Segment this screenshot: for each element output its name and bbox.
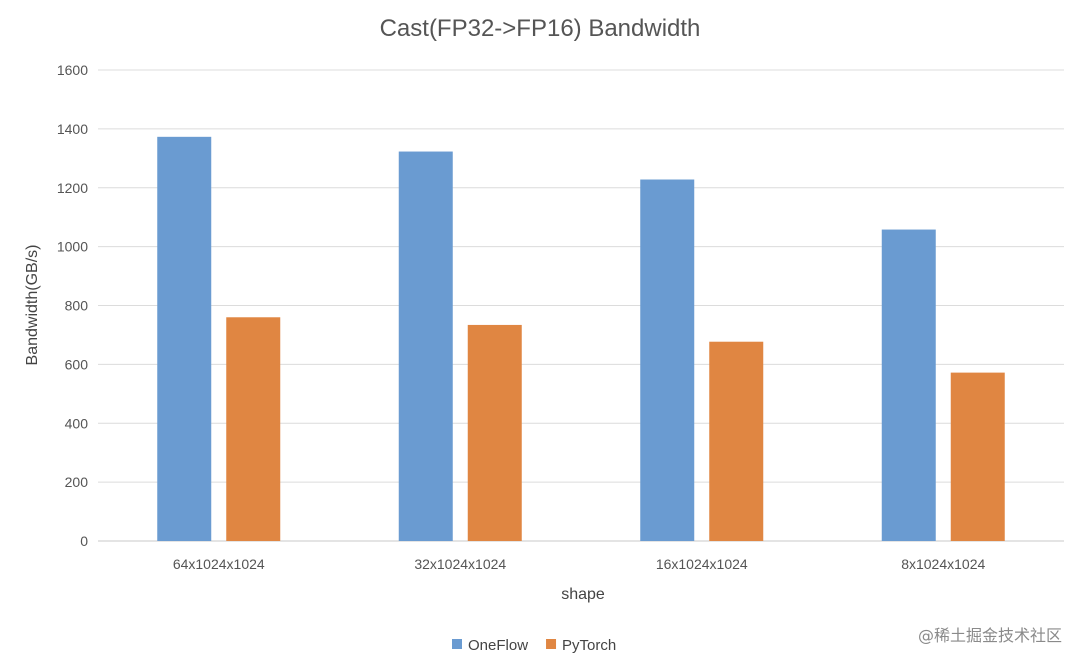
bar-oneflow-32x1024x1024 (398, 151, 453, 541)
x-tick-label: 64x1024x1024 (173, 556, 265, 572)
bar-oneflow-8x1024x1024 (881, 229, 936, 541)
y-tick-label: 800 (65, 298, 89, 314)
bars (157, 136, 1005, 541)
x-axis-label: shape (561, 586, 605, 603)
y-tick-label: 600 (65, 356, 89, 372)
x-tick-label: 16x1024x1024 (656, 556, 748, 572)
y-tick-label: 1200 (57, 180, 88, 196)
y-tick-label: 1000 (57, 239, 88, 255)
bar-pytorch-16x1024x1024 (709, 341, 764, 541)
x-tick-label: 32x1024x1024 (414, 556, 506, 572)
y-axis-label: Bandwidth(GB/s) (24, 245, 41, 366)
y-tick-label: 1400 (57, 121, 88, 137)
bar-pytorch-64x1024x1024 (226, 317, 281, 541)
legend-swatch-oneflow (452, 639, 462, 649)
x-axis-ticks: 64x1024x1024 32x1024x1024 16x1024x1024 8x10… (173, 556, 986, 572)
y-tick-label: 0 (80, 533, 88, 549)
legend-label-oneflow: OneFlow (468, 637, 528, 654)
chart-title: Cast(FP32->FP16) Bandwidth (380, 15, 701, 42)
y-tick-label: 1600 (57, 62, 88, 78)
bar-oneflow-16x1024x1024 (640, 179, 695, 541)
bar-pytorch-8x1024x1024 (950, 372, 1005, 541)
y-tick-label: 400 (65, 415, 89, 431)
y-axis-ticks: 0 200 400 600 800 1000 1200 1400 1600 (57, 62, 88, 549)
legend-label-pytorch: PyTorch (562, 637, 616, 654)
legend-swatch-pytorch (546, 639, 557, 649)
bar-oneflow-64x1024x1024 (157, 136, 212, 541)
legend: OneFlow PyTorch (452, 637, 616, 654)
x-tick-label: 8x1024x1024 (901, 556, 985, 572)
watermark: @稀土掘金技术社区 (918, 626, 1062, 645)
bar-pytorch-32x1024x1024 (467, 324, 522, 541)
y-tick-label: 200 (65, 474, 89, 490)
